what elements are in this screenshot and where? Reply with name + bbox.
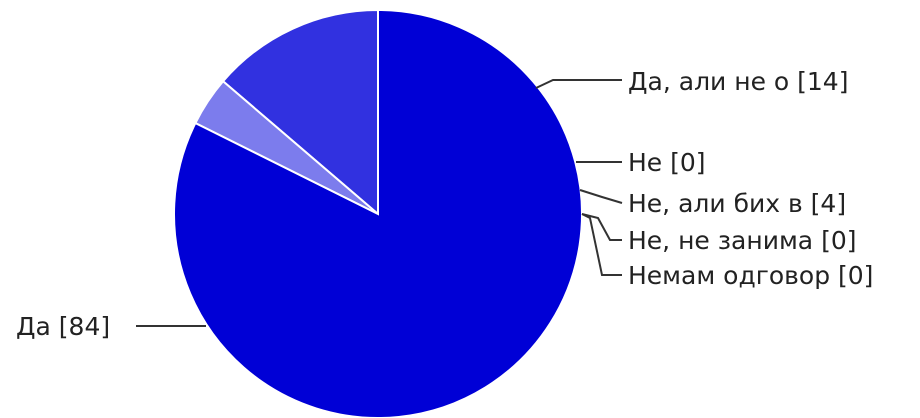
leader-line-ne-ali-bih [579,189,623,204]
label-group-ne: Не [0] [576,148,706,177]
pie-slice-0 [221,8,379,217]
label-group-ne-ali-bih: Не, али бих в [4] [579,189,846,218]
label-group-nemam-odgovor: Немам одговор [0] [581,213,873,290]
slice-label-da-ali-ne-o: Да, али не о [14] [628,67,848,96]
slice-label-ne: Не [0] [628,148,706,177]
slice-label-da: Да [84] [16,312,110,341]
pie-slice-5 [173,8,584,418]
label-group-da: Да [84] [16,312,206,341]
slice-label-ne-ali-bih: Не, али бих в [4] [628,189,846,218]
slice-label-nemam-odgovor: Немам одговор [0] [628,261,873,290]
label-group-da-ali-ne-o: Да, али не о [14] [535,67,848,96]
leader-line-da-ali-ne-o [535,79,622,89]
slice-label-ne-ne-zanima: Не, не занима [0] [628,226,857,255]
leader-line-nemam-odgovor [581,213,622,276]
pie-slices [173,8,584,418]
leader-line-ne-ne-zanima [581,213,622,241]
label-group-ne-ne-zanima: Не, не занима [0] [581,213,857,255]
